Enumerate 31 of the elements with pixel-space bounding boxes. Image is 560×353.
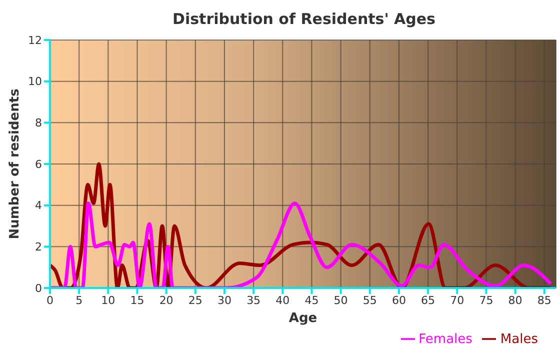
x-tick-label: 85 — [537, 294, 552, 307]
legend-label: Females — [418, 332, 472, 347]
x-tick-label: 0 — [46, 294, 54, 307]
x-tick-label: 80 — [508, 294, 522, 307]
y-tick-label: 12 — [28, 34, 42, 47]
y-tick-label: 6 — [35, 158, 42, 171]
x-tick-label: 60 — [392, 294, 406, 307]
x-tick-label: 10 — [101, 294, 116, 307]
x-tick-label: 65 — [421, 294, 436, 307]
y-tick-label: 10 — [28, 75, 42, 88]
x-tick-label: 45 — [304, 294, 319, 307]
x-tick-label: 30 — [217, 294, 232, 307]
chart-title: Distribution of Residents' Ages — [172, 10, 436, 28]
x-tick-label: 40 — [276, 294, 290, 307]
y-axis-title: Number of residents — [8, 88, 23, 240]
y-tick-label: 4 — [35, 199, 42, 212]
legend-label: Males — [500, 332, 538, 347]
x-tick-label: 15 — [130, 294, 144, 307]
x-axis-title: Age — [288, 311, 318, 326]
x-tick-label: 35 — [246, 294, 261, 307]
y-tick-label: 0 — [35, 282, 42, 295]
x-tick-label: 20 — [159, 294, 174, 307]
x-tick-label: 70 — [450, 294, 464, 307]
x-tick-label: 75 — [479, 294, 494, 307]
line-series — [50, 202, 553, 288]
x-tick-label: 25 — [188, 294, 202, 307]
x-tick-label: 50 — [334, 294, 348, 307]
y-tick-label: 2 — [35, 240, 42, 254]
x-tick-label: 5 — [76, 294, 83, 307]
x-tick-label: 55 — [362, 294, 377, 307]
y-tick-label: 8 — [35, 116, 42, 130]
